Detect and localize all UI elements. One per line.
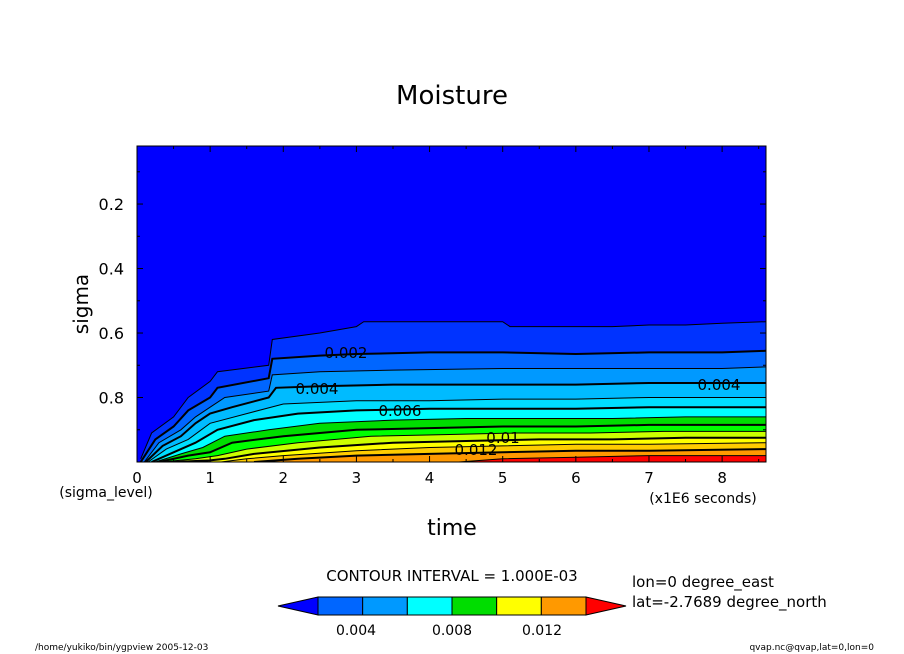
x-tick-label: 6 bbox=[571, 469, 581, 487]
y-axis-label: sigma bbox=[69, 274, 93, 334]
colorbar-segment bbox=[451, 596, 498, 616]
x-tick-label: 7 bbox=[644, 469, 654, 487]
contour-line bbox=[173, 436, 766, 462]
colorbar bbox=[277, 596, 627, 616]
contour-line bbox=[139, 349, 766, 462]
y-tick-label: 0.8 bbox=[99, 389, 124, 408]
plot-frame bbox=[136, 145, 767, 463]
plot-area: 0.002 0.004 0.006 0.01 0.012 0.004 0 1 2 3 4… bbox=[99, 145, 767, 487]
contour-line bbox=[143, 366, 766, 462]
footer-path: /home/yukiko/bin/ygpview 2005-12-03 bbox=[35, 643, 208, 653]
contour-line bbox=[253, 448, 766, 462]
colorbar-segment bbox=[317, 596, 364, 616]
contour-fill-band bbox=[458, 455, 766, 462]
colorbar-tick-0004: 0.004 bbox=[336, 623, 376, 639]
x-units-label: (x1E6 seconds) bbox=[649, 491, 757, 507]
contour-label-0006: 0.006 bbox=[379, 402, 422, 420]
y-tick-label: 0.4 bbox=[99, 260, 124, 279]
y-axis-ticks: 0.2 0.4 0.6 0.8 bbox=[99, 171, 766, 431]
contour-label-0004-right: 0.004 bbox=[698, 376, 741, 394]
contour-label-0004-left: 0.004 bbox=[296, 380, 339, 398]
contour-line bbox=[147, 397, 766, 462]
x-tick-label: 0 bbox=[132, 469, 142, 487]
contour-line bbox=[158, 423, 766, 462]
contour-line bbox=[140, 321, 766, 459]
colorbar-over-arrow bbox=[585, 596, 627, 616]
contour-label-001: 0.01 bbox=[486, 429, 519, 447]
colorbar-tick-0008: 0.008 bbox=[432, 623, 472, 639]
colorbar-tick-0012: 0.012 bbox=[522, 623, 562, 639]
x-tick-label: 2 bbox=[279, 469, 289, 487]
colorbar-segment bbox=[496, 596, 542, 616]
colorbar-segment bbox=[406, 596, 453, 616]
contour-interval-label: CONTOUR INTERVAL = 1.000E-03 bbox=[326, 567, 577, 585]
colorbar-segment bbox=[540, 596, 587, 616]
contour-line bbox=[155, 416, 766, 462]
x-tick-label: 4 bbox=[425, 469, 435, 487]
x-tick-label: 8 bbox=[717, 469, 727, 487]
x-tick-label: 3 bbox=[352, 469, 362, 487]
contour-label-0002: 0.002 bbox=[325, 344, 368, 362]
y-tick-label: 0.6 bbox=[99, 324, 124, 343]
x-axis-label: time bbox=[427, 516, 477, 541]
chart-title: Moisture bbox=[396, 81, 508, 111]
colorbar-segment bbox=[362, 596, 408, 616]
contour-line bbox=[151, 406, 766, 462]
contour-label-0012: 0.012 bbox=[455, 441, 498, 459]
x-tick-label: 1 bbox=[205, 469, 215, 487]
x-axis-ticks: 0 1 2 3 4 5 6 7 8 bbox=[132, 146, 760, 487]
x-tick-label: 5 bbox=[498, 469, 508, 487]
contour-line bbox=[145, 382, 766, 462]
colorbar-under-arrow bbox=[277, 596, 319, 616]
contour-line bbox=[221, 442, 766, 462]
y-tick-label: 0.2 bbox=[99, 195, 124, 214]
contour-labels: 0.002 0.004 0.006 0.01 0.012 0.004 bbox=[296, 344, 741, 459]
footer-source: qvap.nc@qvap,lat=0,lon=0 bbox=[749, 643, 874, 653]
x-origin-label: (sigma_level) bbox=[59, 485, 153, 501]
lat-info: lat=-2.7689 degree_north bbox=[632, 593, 827, 612]
contour-lines bbox=[139, 321, 766, 462]
lon-info: lon=0 degree_east bbox=[632, 573, 774, 592]
